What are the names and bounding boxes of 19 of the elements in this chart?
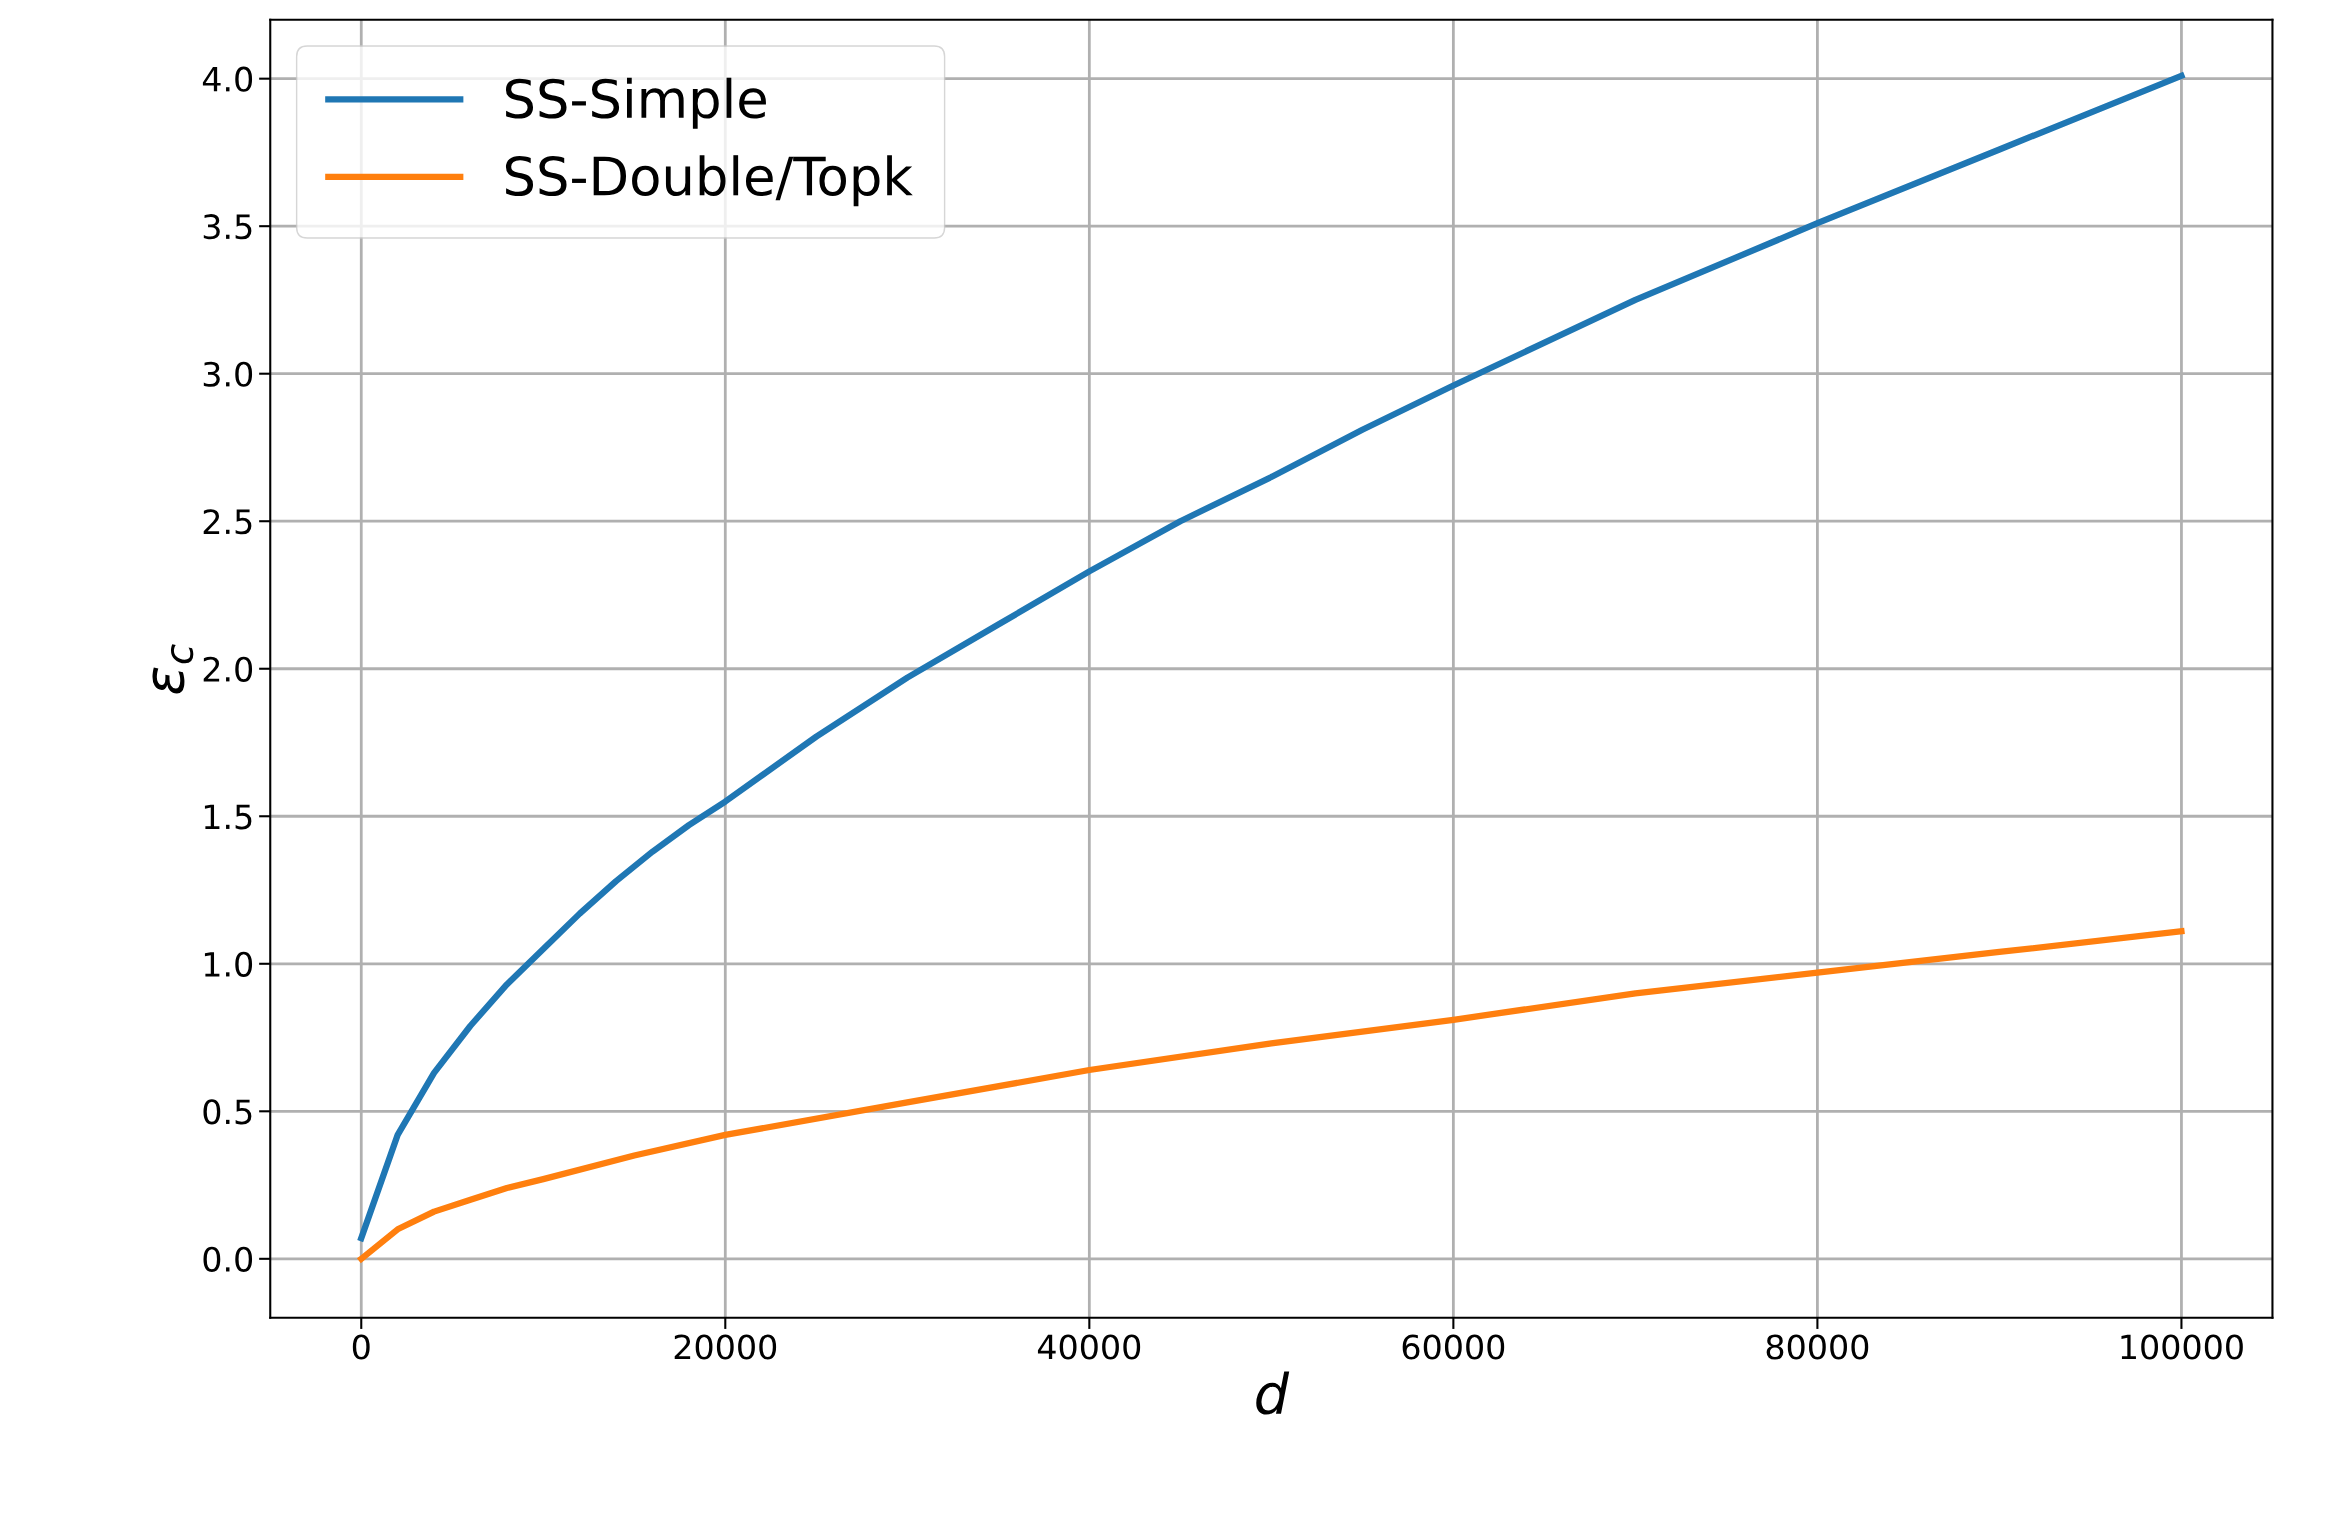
x-tick-label: 40000 [1037, 1334, 1141, 1360]
x-tick-label: 80000 [1766, 1334, 1869, 1360]
legend-label: SS-Double/Topk [505, 155, 913, 207]
y-axis-title: ε$_{c}$ [152, 644, 194, 694]
y-tick-label: 2.0 [203, 656, 253, 682]
y-tick-label: 1.5 [204, 804, 252, 830]
x-tick-label: 60000 [1402, 1334, 1505, 1360]
y-tick-label: 3.5 [203, 214, 252, 240]
y-tick-label: 2.5 [203, 509, 252, 535]
y-tick-label: 4.0 [202, 66, 253, 92]
legend-label: SS-Simple [505, 77, 766, 129]
x-tick-label: 100000 [2121, 1334, 2243, 1360]
x-tick-label: 0 [352, 1334, 370, 1360]
y-tick-label: 1.0 [204, 951, 253, 977]
y-tick-label: 3.0 [203, 361, 253, 387]
y-tick-label: 0.0 [203, 1246, 253, 1272]
y-tick-label: 0.5 [203, 1099, 252, 1125]
x-tick-label: 20000 [674, 1334, 777, 1360]
x-axis-title: d [1256, 1371, 1290, 1415]
